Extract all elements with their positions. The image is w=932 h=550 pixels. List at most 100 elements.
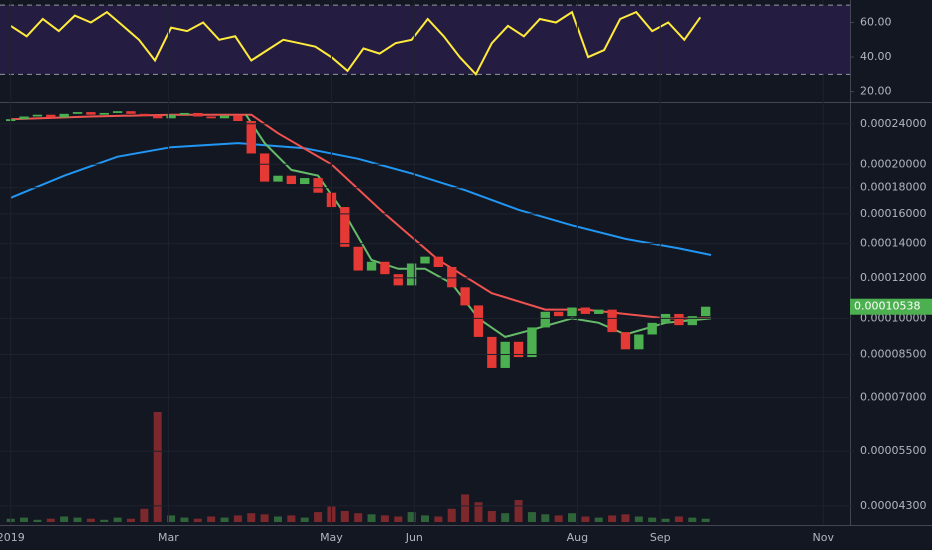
candle-body [674, 313, 684, 326]
candle-body [473, 305, 484, 337]
volume-bar [434, 516, 443, 522]
volume-bar [153, 412, 162, 522]
candle-body [246, 121, 256, 154]
rsi-tick-label: 40.00 [860, 50, 892, 63]
candle-body [553, 311, 564, 317]
rsi-pane [0, 4, 850, 77]
volume-bar [273, 516, 282, 522]
candle-body [594, 309, 604, 314]
x-tick-label: Mar [158, 531, 179, 544]
moving-average [10, 142, 712, 256]
x-tick-label: Aug [567, 531, 588, 544]
candle-body [179, 112, 190, 115]
volume-bar [126, 518, 135, 522]
volume-bar [314, 512, 323, 522]
candle-body [46, 114, 56, 118]
candle-body [447, 266, 457, 288]
candle-body [259, 153, 270, 182]
volume-bar [541, 514, 550, 522]
candle-body [433, 256, 444, 267]
y-tick-label: 0.00018000 [860, 181, 926, 194]
volume-bar [233, 515, 242, 522]
volume-bar [701, 518, 710, 522]
x-tick-label: 2019 [0, 531, 25, 544]
volume-bar [220, 517, 229, 522]
volume-bar [73, 517, 82, 522]
candle-body [687, 316, 697, 326]
volume-bar [581, 516, 590, 522]
volume-bar [86, 518, 95, 522]
candle-body [219, 115, 230, 119]
candle-body [620, 332, 631, 350]
volume-bar [340, 511, 349, 522]
volume-bar [394, 516, 403, 522]
candle-body [527, 327, 537, 358]
candle-body [700, 306, 711, 317]
volume-bar [568, 513, 577, 522]
volume-bar [420, 515, 430, 522]
volume-bar [180, 517, 189, 522]
y-tick-label: 0.00024000 [860, 117, 926, 130]
volume-bar [46, 518, 55, 522]
x-tick-label: Sep [650, 531, 671, 544]
volume-bar [193, 518, 202, 522]
volume-bar [461, 494, 470, 522]
volume-bar [527, 512, 536, 522]
volume-bar [688, 517, 697, 522]
volume-bar [33, 519, 42, 522]
x-tick-label: May [320, 531, 343, 544]
y-tick-label: 0.00016000 [860, 207, 926, 220]
candle-body [206, 116, 216, 119]
volume-bar [447, 508, 456, 522]
volume-bar [167, 515, 176, 522]
volume-bar [140, 508, 149, 522]
candle-body [72, 112, 83, 114]
y-tick-label: 0.00012000 [860, 271, 926, 284]
volume-bar [634, 516, 643, 522]
volume-bar [207, 516, 216, 522]
volume-bar [300, 517, 309, 522]
candle-body [513, 341, 524, 358]
candle-body [420, 256, 430, 264]
volume-bar [594, 517, 603, 522]
volume-bar [260, 514, 269, 522]
rsi-tick-label: 60.00 [860, 15, 892, 28]
candle-body [406, 263, 417, 286]
candle-body [393, 274, 403, 286]
volume-bar [487, 511, 496, 522]
y-tick-label: 0.00005500 [860, 444, 926, 457]
volume-bar [621, 514, 630, 522]
candle-body [99, 112, 109, 115]
volume-bar [354, 513, 363, 522]
y-tick-label: 0.00014000 [860, 237, 926, 250]
y-tick-label: 0.00020000 [860, 157, 926, 170]
candle-body [313, 178, 323, 193]
candle-body [32, 114, 43, 117]
candle-body [193, 112, 203, 117]
last-price-label: 0.00010538 [854, 300, 920, 313]
candle-body [233, 115, 243, 122]
rsi-line [10, 10, 702, 77]
y-tick-label: 0.00007000 [860, 391, 926, 404]
candle-body [647, 322, 657, 335]
candle-body [567, 307, 577, 317]
rsi-band [0, 5, 850, 75]
candle-body [19, 116, 29, 120]
volume-bar [287, 515, 296, 522]
rsi-tick-label: 20.00 [860, 85, 892, 98]
volume-bar [20, 517, 29, 522]
candle-body [112, 111, 123, 113]
candle-body [300, 178, 310, 185]
volume-bar [554, 515, 563, 522]
candle-body [380, 261, 390, 275]
volume-bar [247, 513, 256, 522]
volume-bar [674, 516, 683, 522]
volume-bar [407, 512, 416, 522]
candle-body [340, 207, 350, 247]
candle-body [460, 287, 470, 306]
volume-bar [113, 517, 122, 522]
volume-bar [100, 519, 109, 522]
volume-bar [648, 517, 657, 522]
